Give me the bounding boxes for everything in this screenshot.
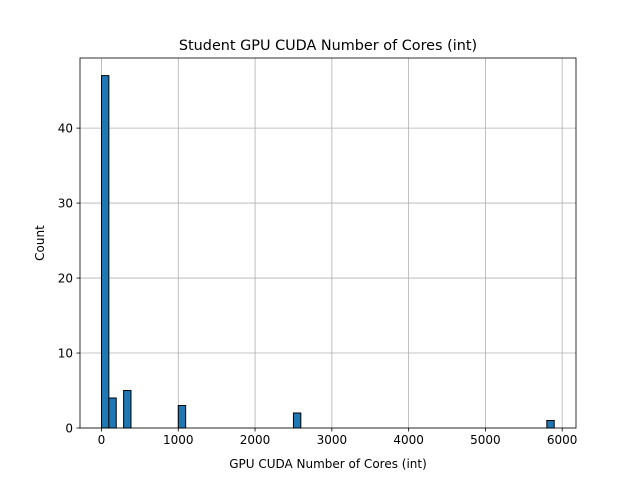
x-axis-label: GPU CUDA Number of Cores (int) xyxy=(229,457,427,471)
x-tick-label: 1000 xyxy=(163,433,194,447)
histogram-bar xyxy=(292,412,302,429)
x-tick-label: 6000 xyxy=(547,433,578,447)
histogram-bar xyxy=(108,397,117,429)
axes-background xyxy=(80,58,576,428)
y-tick-label: 30 xyxy=(58,197,73,211)
x-tick-label: 2000 xyxy=(240,433,271,447)
histogram-bar xyxy=(177,405,187,429)
y-tick-label: 0 xyxy=(65,422,73,436)
x-tick-label: 3000 xyxy=(317,433,348,447)
plot-area: 0 1000 2000 3000 4000 5000 6000 0 10 20 30 40 xyxy=(58,57,578,447)
x-tick-label: 5000 xyxy=(470,433,501,447)
histogram-bar xyxy=(123,390,132,429)
y-axis-ticks: 0 10 20 30 40 xyxy=(58,122,80,436)
axes-frame xyxy=(79,57,577,429)
histogram-bar xyxy=(546,420,555,429)
x-tick-label: 4000 xyxy=(393,433,424,447)
y-tick-label: 20 xyxy=(58,272,73,286)
x-axis-ticks: 0 1000 2000 3000 4000 5000 6000 xyxy=(98,428,578,447)
histogram-bar xyxy=(100,75,110,429)
x-tick-label: 0 xyxy=(98,433,106,447)
chart-title: Student GPU CUDA Number of Cores (int) xyxy=(179,38,477,54)
y-axis-label: Count xyxy=(33,225,47,261)
y-tick-label: 40 xyxy=(58,122,73,136)
y-tick-label: 10 xyxy=(58,347,73,361)
